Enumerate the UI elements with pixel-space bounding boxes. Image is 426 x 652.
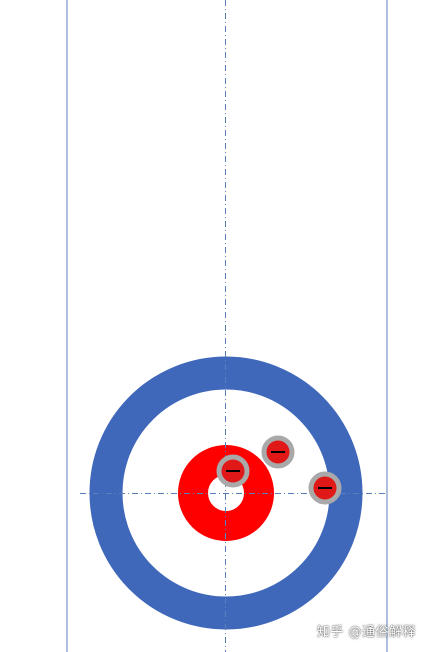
stone-3	[308, 471, 342, 505]
stone-1	[216, 454, 250, 488]
watermark-text: 知乎 @通俗解释	[316, 625, 416, 640]
stone-2	[261, 435, 295, 469]
